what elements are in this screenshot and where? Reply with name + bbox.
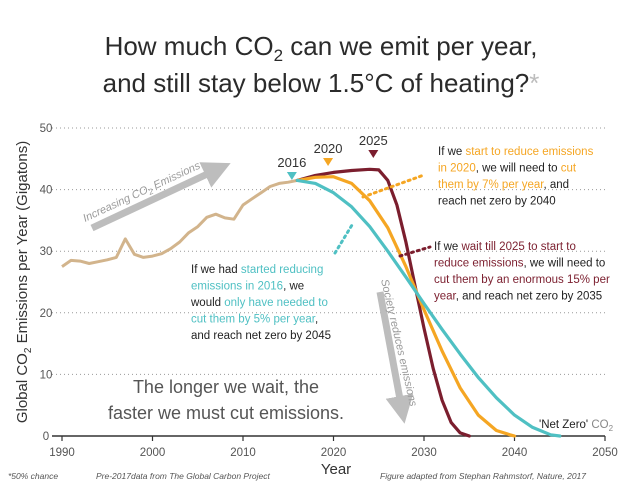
takeaway-line2: faster we must cut emissions. bbox=[108, 403, 344, 423]
series-line-2025 bbox=[295, 167, 471, 438]
takeaway-line1: The longer we wait, the bbox=[133, 377, 319, 397]
series-line-2016 bbox=[295, 178, 562, 438]
start-label-2020: 2020 bbox=[314, 141, 343, 156]
footer-chance: *50% chance bbox=[8, 471, 58, 481]
footer-credit: Figure adapted from Stephan Rahmstorf, N… bbox=[380, 471, 586, 481]
x-tick-2030: 2030 bbox=[411, 447, 437, 459]
start-markers: 2016 2020 2025 bbox=[277, 133, 388, 180]
scenario-notes: If we start to reduce emissions in 2020, … bbox=[190, 146, 610, 342]
leader-2025 bbox=[398, 245, 432, 258]
x-tick-2020: 2020 bbox=[321, 447, 347, 459]
leader-2020 bbox=[361, 173, 426, 199]
chart-title-line1: How much CO2 can we emit per year, bbox=[105, 31, 538, 65]
leader-2016 bbox=[333, 223, 354, 255]
start-label-2016: 2016 bbox=[277, 155, 306, 170]
increasing-arrow bbox=[90, 162, 231, 232]
y-tick-0: 0 bbox=[43, 431, 49, 443]
scenario-series bbox=[295, 167, 562, 438]
y-tick-50: 50 bbox=[40, 123, 53, 135]
x-tick-2000: 2000 bbox=[140, 447, 166, 459]
y-tick-10: 10 bbox=[40, 369, 53, 381]
chart-title-line2: and still stay below 1.5°C of heating?* bbox=[103, 68, 540, 98]
x-tick-2010: 2010 bbox=[230, 447, 256, 459]
note-2025: If we wait till 2025 to start to reduce e… bbox=[434, 241, 610, 303]
y-axis-label: Global CO2 Emissions per Year (Gigatons) bbox=[14, 141, 34, 423]
y-tick-40: 40 bbox=[40, 185, 53, 197]
start-marker-2020 bbox=[323, 158, 334, 166]
y-tick-20: 20 bbox=[40, 308, 53, 320]
x-tick-2040: 2040 bbox=[502, 447, 528, 459]
note-2020: If we start to reduce emissions in 2020, … bbox=[438, 146, 594, 208]
increasing-label: Increasing CO2 Emissions bbox=[81, 160, 203, 227]
net-zero-label: 'Net Zero' CO2 bbox=[539, 419, 614, 433]
y-tick-30: 30 bbox=[40, 246, 53, 258]
society-arrow bbox=[376, 291, 414, 424]
footer-source: Pre-2017data from The Global Carbon Proj… bbox=[96, 471, 271, 481]
start-marker-2016 bbox=[286, 172, 297, 180]
x-axis-label: Year bbox=[321, 461, 351, 478]
historical-emissions bbox=[61, 178, 298, 268]
x-tick-1990: 1990 bbox=[49, 447, 75, 459]
start-marker-2025 bbox=[368, 150, 379, 158]
note-2016: If we had started reducing emissions in 2… bbox=[190, 264, 331, 342]
series-historical bbox=[61, 178, 298, 268]
x-tick-2050: 2050 bbox=[592, 447, 618, 459]
start-label-2025: 2025 bbox=[359, 133, 388, 148]
